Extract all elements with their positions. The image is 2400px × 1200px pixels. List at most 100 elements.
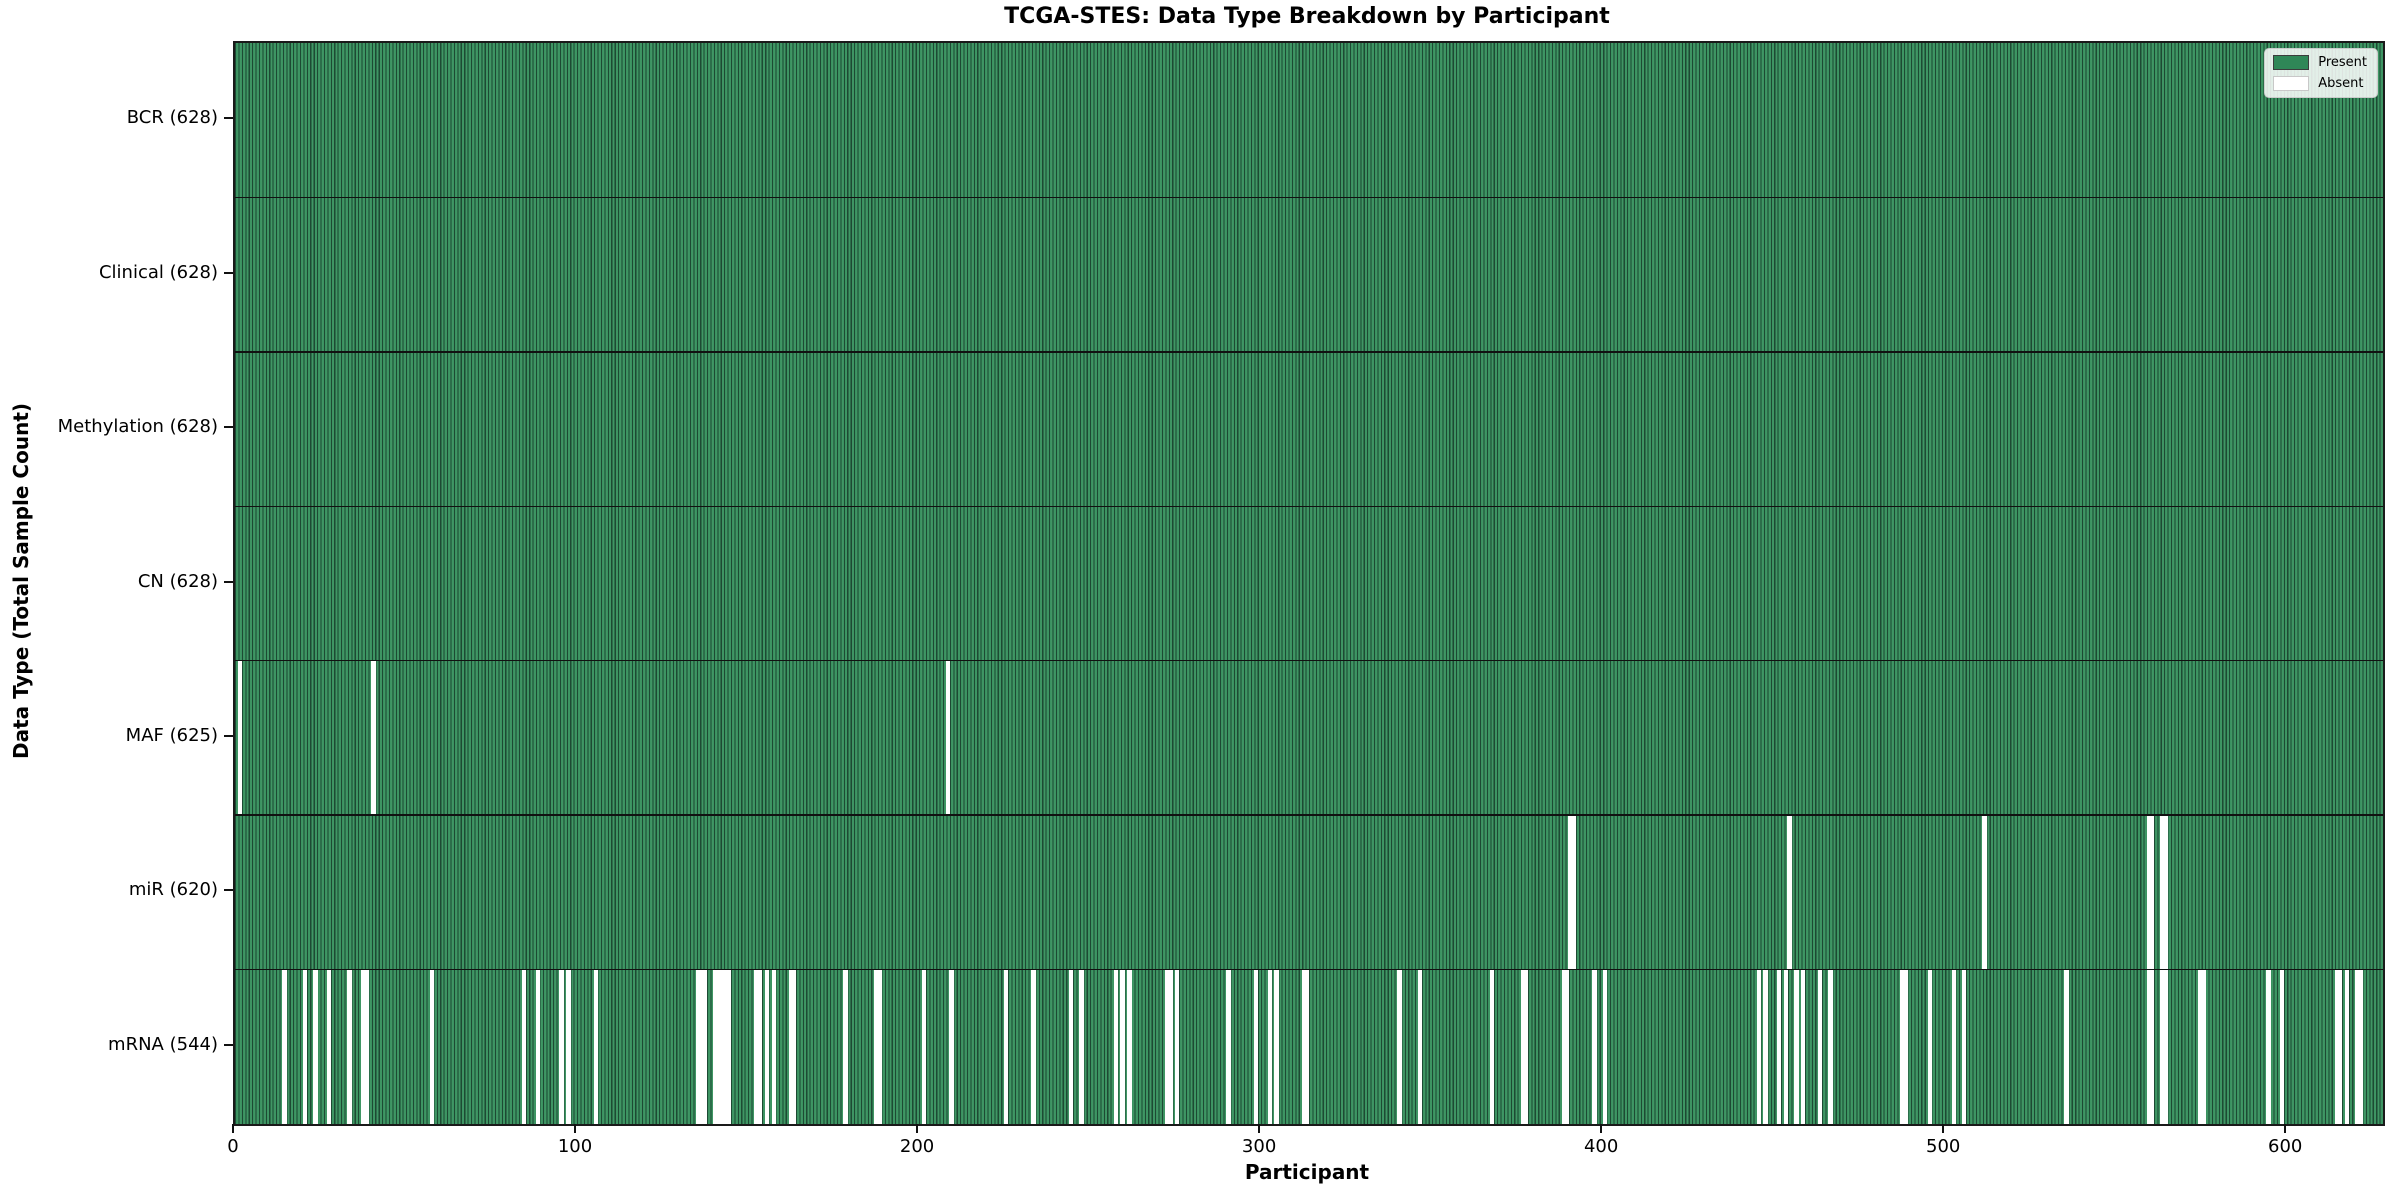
absent-gap [1951, 969, 1956, 1124]
row-divider [235, 660, 2383, 662]
y-tick-mark [224, 271, 233, 274]
x-tick-label: 500 [1926, 1136, 1961, 1157]
y-tick-mark [224, 580, 233, 583]
absent-gap [2149, 969, 2155, 1124]
row-divider [235, 814, 2383, 816]
absent-gap [1175, 969, 1180, 1124]
absent-gap [1524, 969, 1529, 1124]
y-tick-label: MAF (625) [125, 724, 218, 746]
x-tick-mark [1600, 1124, 1603, 1133]
row-clinical [235, 197, 2383, 352]
row-mrna [235, 969, 2383, 1124]
absent-gap [727, 969, 732, 1124]
absent-gap [1794, 969, 1799, 1124]
absent-gap [1305, 969, 1310, 1124]
absent-gap [2160, 815, 2165, 970]
absent-gap [757, 969, 763, 1124]
absent-gap [1164, 969, 1170, 1124]
absent-gap [1592, 969, 1597, 1124]
absent-gap [2163, 815, 2168, 970]
absent-gap [1927, 969, 1932, 1124]
legend: Present Absent [2264, 48, 2378, 98]
absent-gap [699, 969, 705, 1124]
absent-gap [1520, 969, 1525, 1124]
absent-gap [949, 969, 954, 1124]
absent-gap [1763, 969, 1768, 1124]
absent-gap [1267, 969, 1272, 1124]
absent-gap [2197, 969, 2203, 1124]
row-divider [235, 196, 2383, 199]
absent-gap [1031, 969, 1036, 1124]
absent-gap [716, 969, 722, 1124]
absent-gap [1397, 969, 1402, 1124]
x-tick-mark [1942, 1124, 1945, 1133]
row-methylation [235, 351, 2383, 507]
absent-swatch-icon [2273, 76, 2310, 91]
x-tick-mark [1258, 1124, 1261, 1133]
y-tick-label: miR (620) [128, 879, 218, 901]
chart-title: TCGA-STES: Data Type Breakdown by Partic… [1004, 4, 1610, 29]
x-tick-label: 400 [1583, 1136, 1619, 1157]
x-tick-mark [574, 1124, 577, 1133]
absent-gap [521, 969, 527, 1124]
absent-gap [593, 969, 598, 1124]
absent-gap [1226, 969, 1231, 1124]
absent-gap [922, 969, 927, 1124]
absent-gap [347, 969, 352, 1124]
absent-gap [788, 969, 793, 1124]
absent-gap [1801, 969, 1806, 1124]
absent-gap [1168, 969, 1173, 1124]
absent-gap [1961, 969, 1967, 1124]
absent-gap [2160, 969, 2165, 1124]
y-tick-mark [224, 889, 233, 892]
legend-item-absent: Absent [2273, 76, 2367, 91]
absent-gap [771, 969, 776, 1124]
absent-gap [723, 969, 728, 1124]
absent-gap [1274, 969, 1279, 1124]
x-tick-label: 100 [557, 1136, 593, 1157]
x-axis-title: Participant [1244, 1160, 1370, 1184]
absent-gap [1787, 815, 1792, 970]
absent-gap [1568, 815, 1573, 970]
absent-gap [282, 969, 287, 1124]
absent-gap [2266, 969, 2271, 1124]
absent-gap [1602, 969, 1607, 1124]
absent-gap [1900, 969, 1905, 1124]
absent-gap [1113, 969, 1118, 1124]
absent-gap [1079, 969, 1084, 1124]
absent-gap [2163, 969, 2168, 1124]
absent-gap [559, 969, 564, 1124]
row-divider [235, 505, 2383, 507]
absent-gap [874, 969, 879, 1124]
absent-gap [1301, 969, 1307, 1124]
y-tick-mark [224, 1043, 233, 1046]
row-divider [235, 968, 2383, 971]
absent-gap [1069, 969, 1074, 1124]
absent-gap [364, 969, 369, 1124]
absent-gap [1127, 969, 1132, 1124]
absent-gap [877, 969, 882, 1124]
absent-gap [713, 969, 718, 1124]
absent-gap [2358, 969, 2363, 1124]
absent-gap [1756, 969, 1761, 1124]
absent-gap [1783, 969, 1789, 1124]
row-divider [235, 351, 2383, 353]
absent-gap [1777, 969, 1782, 1124]
absent-gap [1120, 969, 1125, 1124]
absent-gap [2355, 969, 2360, 1124]
absent-gap [792, 969, 797, 1124]
absent-gap [371, 660, 376, 816]
row-maf [235, 660, 2383, 816]
absent-gap [535, 969, 540, 1124]
absent-gap [1982, 815, 1987, 970]
legend-present-label: Present [2318, 54, 2367, 70]
y-tick-mark [224, 734, 233, 737]
absent-gap [945, 660, 951, 816]
absent-gap [313, 969, 318, 1124]
absent-gap [1828, 969, 1833, 1124]
absent-gap [2344, 969, 2350, 1124]
absent-gap [1489, 969, 1495, 1124]
absent-gap [1253, 969, 1259, 1124]
x-tick-label: 200 [899, 1136, 935, 1157]
